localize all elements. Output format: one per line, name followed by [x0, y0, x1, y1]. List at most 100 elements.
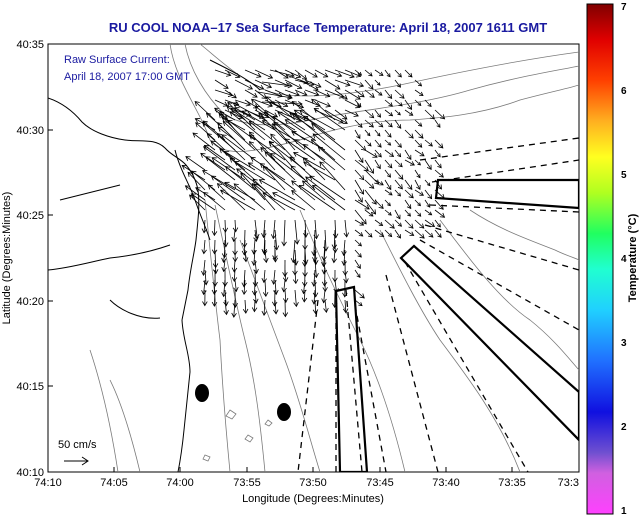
current-vector-head [309, 175, 315, 181]
colorbar-tick: 4 [621, 254, 627, 265]
current-vector-head [240, 172, 246, 178]
current-vector-head [438, 172, 444, 178]
current-vector-head [264, 151, 270, 157]
y-tick-label: 40:20 [16, 296, 44, 308]
current-vector [374, 119, 384, 128]
current-vector-head [305, 176, 311, 182]
current-vector-head [266, 83, 273, 89]
current-vector-head [222, 101, 229, 107]
current-vector [374, 89, 383, 96]
current-vector-head [260, 146, 266, 153]
current-vector [414, 179, 421, 190]
current-vector-head [417, 82, 423, 87]
current-vector [264, 109, 278, 118]
current-vector [394, 169, 404, 180]
current-vector-head [252, 281, 259, 288]
current-vector [224, 69, 240, 78]
current-vector [333, 249, 336, 263]
current-vector-head [207, 184, 213, 190]
current-vector [424, 219, 435, 227]
current-vector-head [261, 93, 267, 99]
current-vector-head [211, 157, 217, 163]
current-vector [374, 79, 381, 86]
current-vector-head [321, 298, 327, 304]
current-vector-head [227, 101, 233, 107]
current-vector [364, 109, 374, 119]
current-vector [224, 289, 227, 306]
current-vector-head [387, 202, 391, 207]
current-vector [254, 99, 273, 107]
current-vector-head [231, 267, 238, 273]
current-vector [434, 109, 445, 120]
current-vector [374, 69, 384, 76]
current-vector [394, 179, 403, 190]
current-vector [344, 299, 347, 313]
current-vector-head [302, 157, 308, 163]
current-vector-head [368, 72, 373, 77]
current-vector [404, 179, 413, 190]
current-vector-head [349, 73, 355, 79]
x-tick-label: 74:05 [100, 477, 128, 489]
current-vector [404, 189, 414, 199]
current-vector [324, 299, 327, 313]
current-vector-head [417, 161, 421, 166]
current-vector [354, 259, 361, 269]
current-vector-head [223, 84, 229, 89]
current-vector-head [372, 152, 378, 158]
current-vector-head [312, 309, 319, 315]
current-vector [343, 239, 346, 256]
current-vector [203, 146, 236, 171]
current-vector-head [194, 118, 200, 123]
y-tick-label: 40:25 [16, 210, 44, 222]
current-vector-head [417, 202, 421, 207]
current-vector-head [369, 92, 375, 98]
current-vector-head [407, 72, 413, 78]
current-vector [229, 111, 266, 141]
current-vector [223, 259, 226, 272]
current-vector-head [203, 191, 209, 197]
current-vector [294, 269, 297, 284]
current-vector [384, 99, 393, 107]
current-vector-head [294, 139, 300, 145]
current-vector [354, 139, 366, 151]
current-vector [304, 89, 319, 96]
current-vector-head [273, 309, 279, 315]
current-vector [374, 229, 384, 237]
current-vector-head [417, 122, 423, 127]
current-vector [384, 199, 391, 206]
current-vector-head [221, 134, 227, 140]
axis-ticks [47, 43, 513, 473]
current-vector [354, 199, 370, 210]
current-vector-head [379, 232, 385, 238]
current-vector-head [323, 307, 329, 314]
station-marker-2 [277, 403, 291, 421]
current-vector-head [281, 241, 287, 247]
current-vector-head [267, 102, 273, 108]
current-vector-head [342, 114, 348, 120]
current-vector-head [427, 102, 432, 108]
current-vector [263, 219, 266, 238]
surface-current-vectors [181, 69, 446, 318]
current-vector [384, 219, 395, 229]
current-vector [318, 146, 346, 171]
current-vector-head [312, 257, 318, 263]
current-vector [185, 156, 206, 171]
current-vector [249, 134, 286, 161]
current-vector-head [251, 98, 257, 104]
current-vector [404, 229, 414, 236]
station-markers [195, 384, 291, 421]
current-vector [414, 129, 424, 139]
current-vector [364, 229, 373, 238]
current-vector [243, 279, 246, 295]
current-vector-head [212, 281, 218, 287]
current-vector-head [217, 122, 223, 128]
current-vector [404, 159, 415, 166]
current-vector-head [364, 204, 370, 210]
y-tick-label: 40:30 [16, 125, 44, 137]
current-vector-head [386, 184, 392, 191]
current-vector-head [251, 249, 257, 255]
current-vector [233, 269, 236, 282]
current-vector [394, 99, 403, 107]
current-vector [243, 239, 246, 256]
current-vector [187, 172, 206, 191]
